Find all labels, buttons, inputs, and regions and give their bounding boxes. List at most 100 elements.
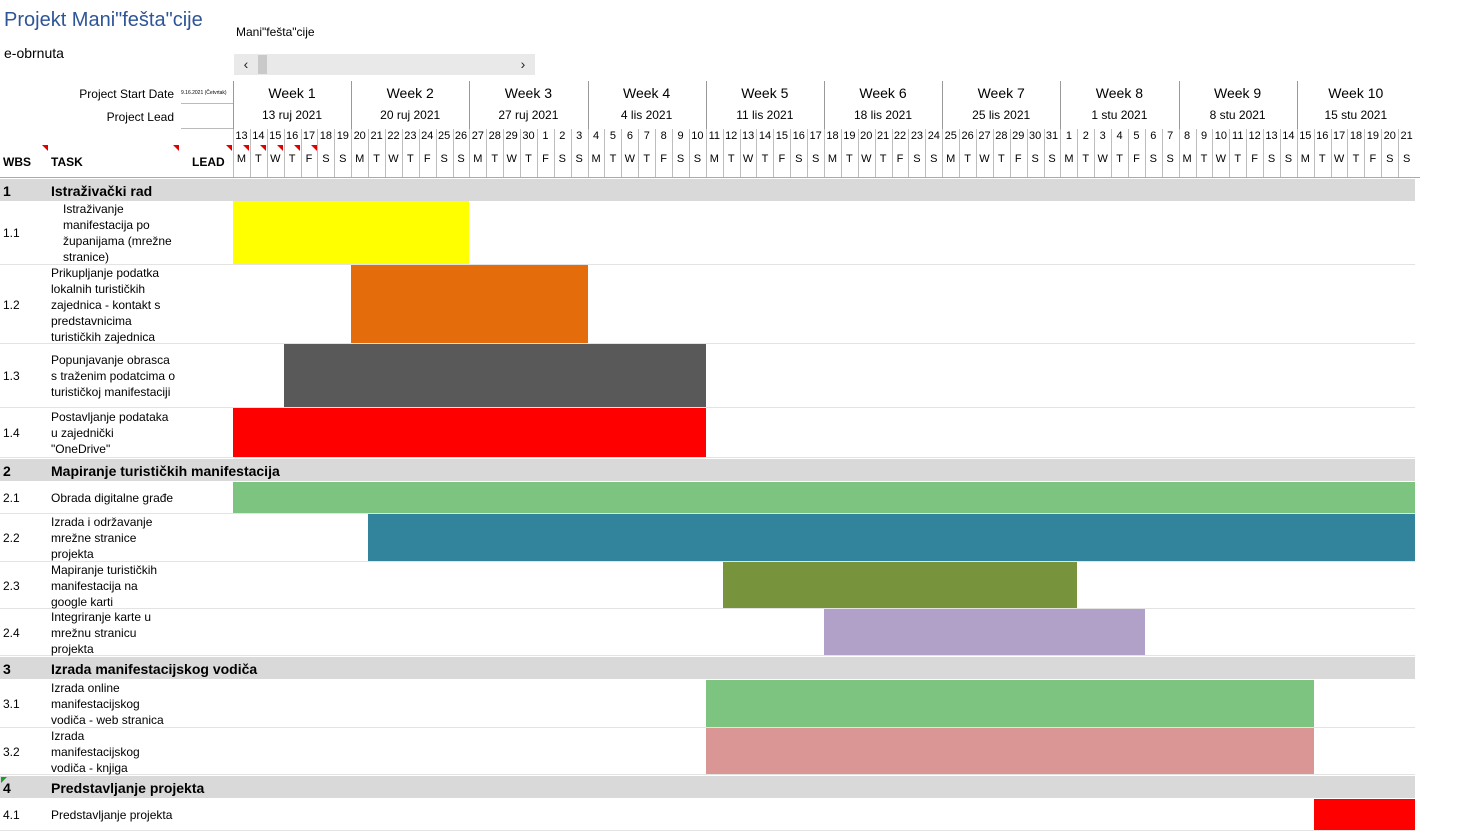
day-separator bbox=[891, 129, 893, 178]
column-header-lead: LEAD bbox=[192, 155, 225, 169]
gantt-bar[interactable] bbox=[824, 609, 1145, 655]
project-lead-input[interactable] bbox=[181, 106, 233, 129]
task-name[interactable]: Obrada digitalne građe bbox=[51, 491, 174, 505]
section-title[interactable]: Predstavljanje projekta bbox=[51, 780, 205, 796]
task-name[interactable]: Istraživanje manifestacija po županijama… bbox=[63, 202, 172, 264]
gantt-bar[interactable] bbox=[233, 482, 1416, 513]
day-separator bbox=[1398, 129, 1400, 178]
task-name[interactable]: Integriranje karte u mrežnu stranicu pro… bbox=[51, 610, 152, 656]
day-separator bbox=[604, 129, 606, 178]
task-row[interactable]: 2.1 Obrada digitalne građe bbox=[0, 482, 1416, 514]
day-number: 30 bbox=[1029, 130, 1042, 142]
task-row[interactable]: 2.2 Izrada i održavanje mrežne stranice p… bbox=[0, 514, 1415, 562]
day-separator bbox=[655, 129, 657, 178]
gantt-bar[interactable] bbox=[1313, 799, 1416, 830]
comment-indicator-icon[interactable] bbox=[173, 145, 179, 151]
section-wbs: 1 bbox=[3, 183, 11, 199]
day-number: 1 bbox=[1065, 130, 1072, 142]
task-row[interactable]: 1.4 Postavljanje podataka u zajednički "O… bbox=[0, 408, 1415, 458]
gantt-bar[interactable] bbox=[705, 728, 1314, 774]
task-row[interactable]: 1.2 Prikupljanje podatka lokalnih turisti… bbox=[0, 265, 1415, 344]
task-name[interactable]: Izrada manifestacijskog vodiča - knjiga bbox=[51, 729, 140, 775]
comment-indicator-icon[interactable] bbox=[276, 145, 283, 151]
gantt-bar[interactable] bbox=[233, 408, 706, 457]
task-wbs: 2.1 bbox=[3, 491, 20, 505]
scrollbar-thumb[interactable] bbox=[258, 55, 267, 74]
day-separator bbox=[1026, 129, 1028, 178]
task-name[interactable]: Popunjavanje obrasca s traženim podatcim… bbox=[51, 353, 176, 399]
day-separator bbox=[722, 129, 724, 178]
section-title[interactable]: Mapiranje turističkih manifestacija bbox=[51, 463, 280, 479]
day-letter: F bbox=[1251, 153, 1259, 165]
task-name[interactable]: Izrada online manifestacijskog vodiča - … bbox=[51, 681, 164, 727]
comment-indicator-icon[interactable] bbox=[259, 145, 266, 151]
section-title[interactable]: Istraživački rad bbox=[51, 183, 153, 199]
day-separator bbox=[570, 129, 572, 178]
gantt-bar[interactable] bbox=[705, 680, 1314, 727]
day-letter: T bbox=[525, 153, 532, 165]
task-row[interactable]: 3.2 Izrada manifestacijskog vodiča - knji… bbox=[0, 728, 1415, 775]
day-number: 21 bbox=[877, 130, 890, 142]
gantt-bar[interactable] bbox=[283, 344, 706, 407]
day-number: 15 bbox=[1299, 130, 1312, 142]
task-name[interactable]: Predstavljanje projekta bbox=[51, 808, 173, 822]
day-number: 2 bbox=[1082, 130, 1089, 142]
week-label: Week 3 bbox=[504, 85, 552, 101]
day-number: 15 bbox=[269, 130, 282, 142]
task-row[interactable]: 4.1 Predstavljanje projekta bbox=[0, 799, 1416, 831]
day-letter: T bbox=[846, 153, 853, 165]
arrow-right-icon[interactable]: › bbox=[520, 56, 526, 72]
day-separator bbox=[317, 129, 319, 178]
gantt-bar[interactable] bbox=[368, 514, 1415, 561]
comment-indicator-icon[interactable] bbox=[42, 145, 48, 151]
project-start-input[interactable]: 9.16.2021 (Četvrtak) bbox=[181, 84, 233, 104]
comment-indicator-icon[interactable] bbox=[293, 145, 300, 151]
comment-indicator-icon[interactable] bbox=[243, 145, 249, 151]
task-row[interactable]: 2.3 Mapiranje turističkih manifestacija n… bbox=[0, 562, 1415, 609]
arrow-left-icon[interactable]: ‹ bbox=[243, 56, 249, 72]
task-name[interactable]: Mapiranje turističkih manifestacija na g… bbox=[51, 563, 158, 609]
day-letter: T bbox=[373, 153, 380, 165]
day-separator bbox=[300, 129, 302, 178]
day-number: 19 bbox=[336, 130, 349, 142]
day-number: 20 bbox=[1383, 130, 1396, 142]
task-row[interactable]: 1.1 Istraživanje manifestacija po županij… bbox=[0, 201, 1415, 265]
day-number: 17 bbox=[1332, 130, 1346, 142]
task-name[interactable]: Izrada i održavanje mrežne stranice proj… bbox=[51, 515, 153, 561]
task-row[interactable]: 3.1 Izrada online manifestacijskog vodiča… bbox=[0, 680, 1415, 728]
day-number: 1 bbox=[542, 130, 549, 142]
day-letter: S bbox=[1402, 153, 1411, 165]
week-scrollbar[interactable]: ‹ › bbox=[234, 54, 535, 75]
day-separator bbox=[1313, 129, 1315, 178]
task-name[interactable]: Prikupljanje podatka lokalnih turistički… bbox=[51, 266, 161, 344]
day-letter: W bbox=[861, 153, 872, 165]
gantt-bar[interactable] bbox=[351, 265, 588, 343]
day-separator bbox=[908, 129, 910, 178]
comment-indicator-icon[interactable] bbox=[310, 145, 317, 151]
day-separator bbox=[587, 129, 589, 178]
week-date: 25 lis 2021 bbox=[972, 108, 1031, 122]
day-separator bbox=[1347, 129, 1349, 178]
task-wbs: 2.3 bbox=[3, 579, 20, 593]
column-header-wbs: WBS bbox=[3, 155, 31, 169]
day-separator bbox=[233, 129, 234, 178]
day-number: 4 bbox=[1116, 130, 1123, 142]
day-number: 17 bbox=[809, 130, 822, 142]
day-letter: M bbox=[236, 153, 247, 165]
project-name-cell[interactable]: Mani"fešta"cije bbox=[236, 25, 315, 39]
day-number: 27 bbox=[978, 130, 991, 142]
day-number: 16 bbox=[792, 130, 805, 142]
task-name[interactable]: Postavljanje podataka u zajednički "OneD… bbox=[51, 410, 169, 456]
section-title[interactable]: Izrada manifestacijskog vodiča bbox=[51, 661, 258, 677]
comment-indicator-icon[interactable] bbox=[226, 145, 232, 151]
day-separator bbox=[418, 129, 420, 178]
day-number: 19 bbox=[1366, 130, 1379, 142]
task-row[interactable]: 1.3 Popunjavanje obrasca s traženim podat… bbox=[0, 344, 1415, 408]
gantt-bar[interactable] bbox=[233, 201, 470, 264]
week-date: 4 lis 2021 bbox=[620, 108, 673, 122]
day-separator bbox=[1178, 129, 1180, 178]
section-row: 4 Predstavljanje projekta bbox=[0, 776, 1415, 798]
gantt-bar[interactable] bbox=[722, 562, 1078, 608]
task-row[interactable]: 2.4 Integriranje karte u mrežnu stranicu … bbox=[0, 609, 1415, 656]
